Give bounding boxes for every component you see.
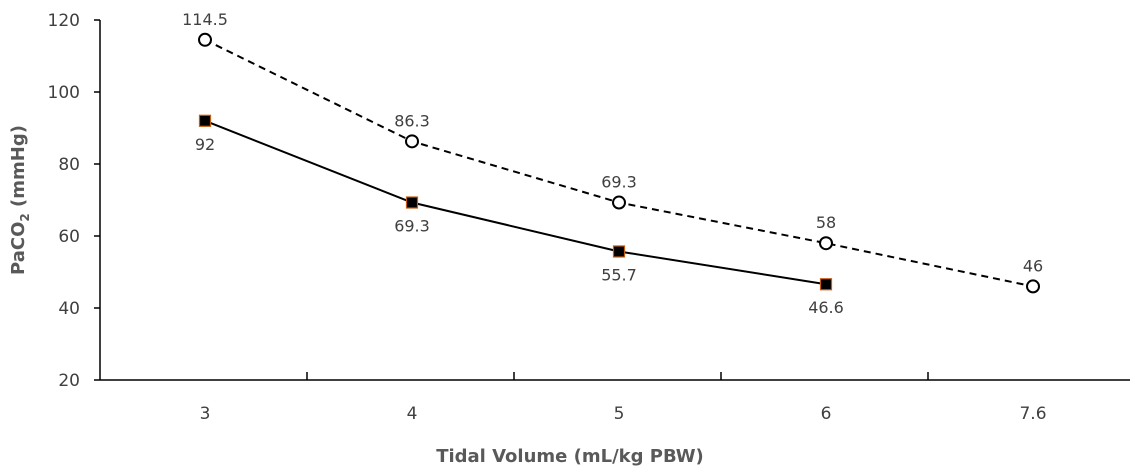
series-1-data-label: 69.3 [601,173,637,192]
x-tick-label: 5 [614,404,625,424]
x-tick-label: 7.6 [1019,404,1046,424]
series-2-line [204,119,827,286]
series-2-point [198,114,212,127]
series-2-data-label: 55.7 [601,265,637,284]
series-layer [198,32,1040,294]
y-tick-label: 20 [58,371,80,391]
y-ticks: 20 40 60 80 100 120 [48,11,100,391]
series-1-point [819,236,833,251]
series-2-data-label: 92 [195,135,215,154]
y-axis-title-main: PaCO [8,222,29,275]
series-1-data-label: 86.3 [394,111,430,130]
series-1-data-label: 114.5 [182,10,228,29]
series-2-data-label: 46.6 [808,298,844,317]
series-1-point [1026,279,1040,294]
series-2-point [819,278,833,291]
x-tick-label: 3 [200,404,211,424]
series-2-point [405,196,419,209]
series-1-data-label: 58 [816,213,836,232]
y-axis-title: PaCO2 (mmHg) [8,125,32,275]
x-axis-title: Tidal Volume (mL/kg PBW) [436,446,704,467]
y-tick-label: 120 [48,11,80,31]
x-ticks: 3 4 5 6 7.6 [200,372,1047,424]
y-axis-title-subscript: 2 [18,213,32,221]
x-tick-label: 6 [821,404,832,424]
series-2-data-label: 69.3 [394,217,430,236]
y-tick-label: 80 [58,155,80,175]
series-1-point [405,134,419,149]
y-axis-title-units: (mmHg) [8,125,29,213]
y-tick-label: 60 [58,227,80,247]
y-tick-label: 100 [48,83,80,103]
data-labels: 114.5 86.3 69.3 58 46 92 69.3 55.7 46.6 [182,10,1043,317]
series-1-point [198,32,212,47]
series-2-point [612,245,626,258]
series-1-data-label: 46 [1023,256,1043,275]
x-tick-label: 4 [407,404,418,424]
series-1-point [612,195,626,210]
axes [99,20,1130,381]
y-tick-label: 40 [58,299,80,319]
